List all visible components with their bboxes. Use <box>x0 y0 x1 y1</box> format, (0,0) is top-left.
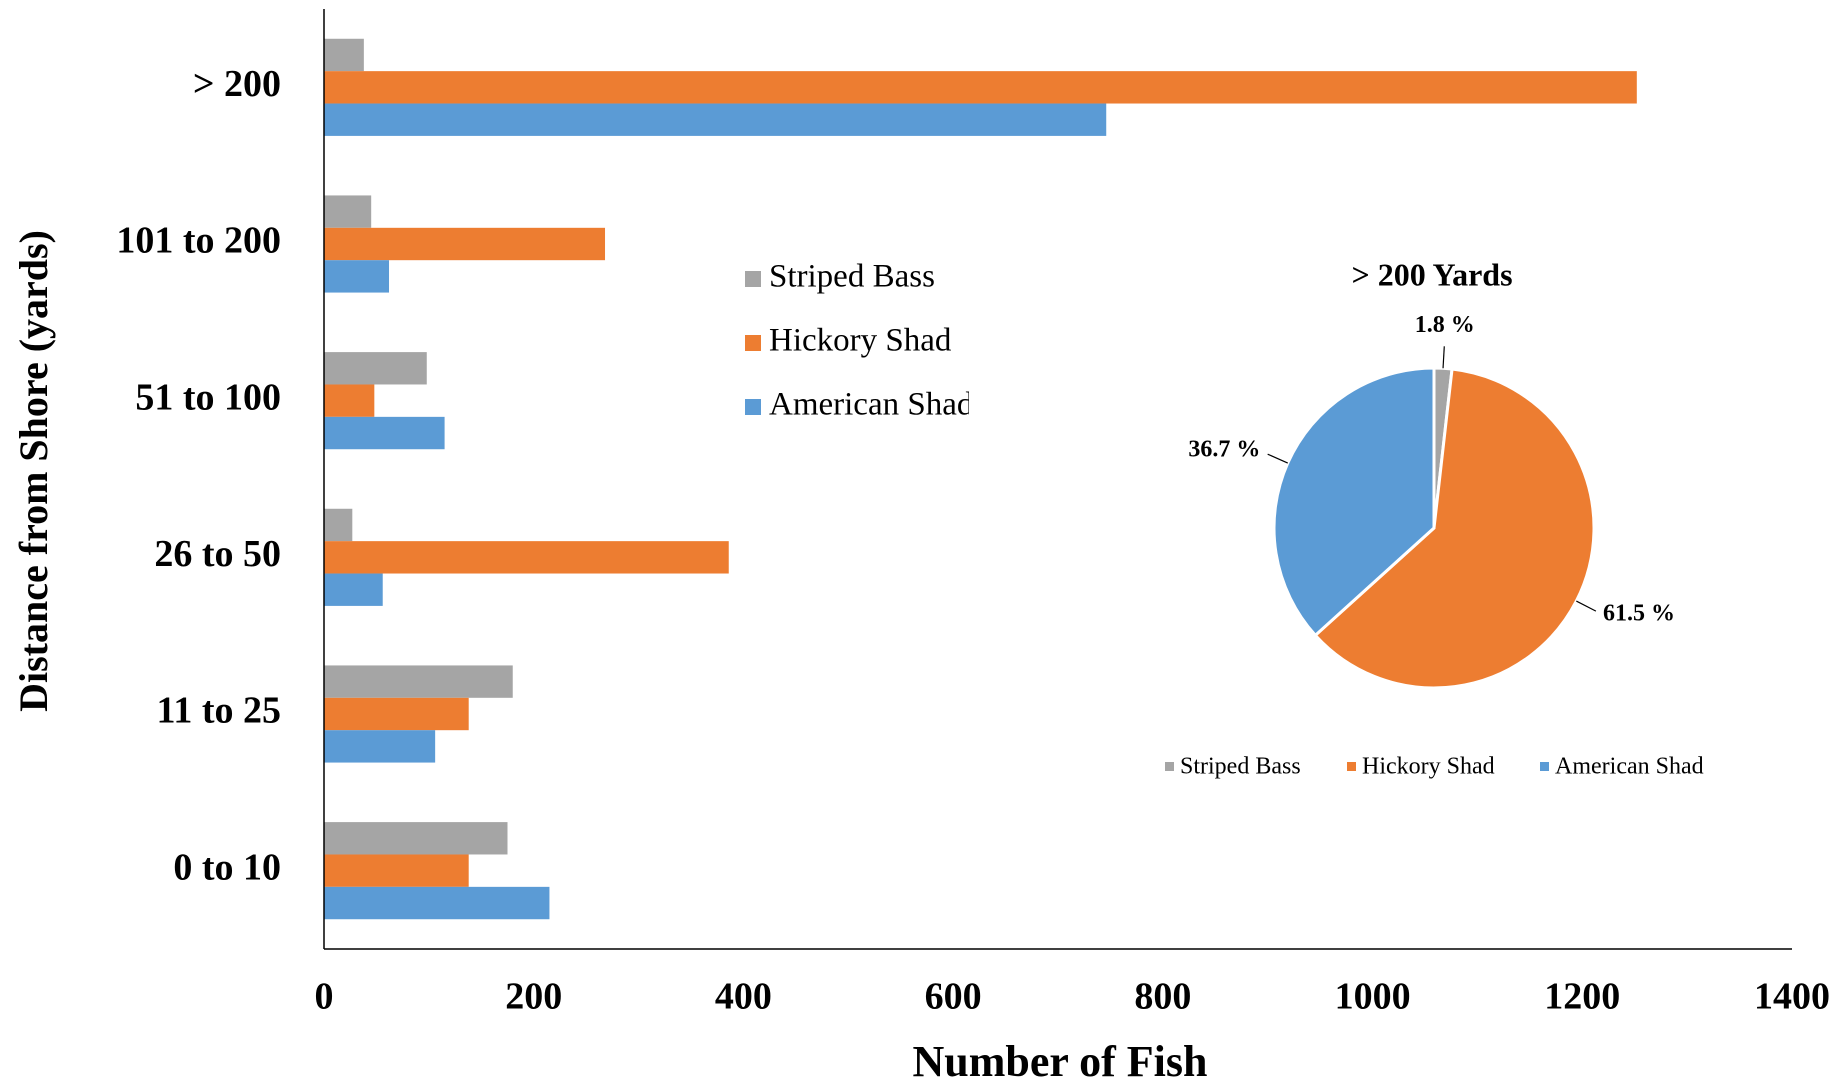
legend-label: Striped Bass <box>1180 754 1301 780</box>
legend-swatch <box>745 271 761 287</box>
bar <box>324 854 469 887</box>
x-tick-label: 0 <box>315 976 334 1018</box>
x-tick-label: 200 <box>505 976 562 1018</box>
leader-line <box>1267 453 1289 464</box>
legend-label: American Shad <box>1555 754 1704 780</box>
bar <box>324 822 508 855</box>
legend-swatch <box>1540 762 1549 771</box>
bar <box>324 886 550 920</box>
leader-line <box>1576 600 1597 612</box>
bar <box>324 573 383 606</box>
legend-swatch <box>745 335 761 351</box>
bar <box>324 195 372 228</box>
legend: Striped Bass Hickory Shad American Shad <box>745 259 974 423</box>
y-tick-label: > 200 <box>193 63 281 105</box>
legend-label: Hickory Shad <box>1362 754 1495 780</box>
bar <box>324 730 436 763</box>
x-tick-label: 1200 <box>1544 976 1620 1018</box>
legend-swatch <box>1165 762 1174 771</box>
x-tick-label: 400 <box>715 976 772 1018</box>
y-tick-label: 51 to 100 <box>135 376 281 418</box>
bar <box>324 416 445 450</box>
pie-slice <box>1313 367 1596 690</box>
data-label: 36.7 % <box>1188 436 1260 462</box>
bar <box>324 71 1637 104</box>
bar <box>324 260 390 293</box>
y-axis-title: Distance from Shore (yards) <box>11 230 56 712</box>
legend-swatch <box>1347 762 1356 771</box>
bar <box>324 38 364 72</box>
y-tick-label: 101 to 200 <box>116 220 281 262</box>
x-tick-label: 1000 <box>1335 976 1411 1018</box>
leader-line <box>1442 346 1445 369</box>
x-tick-label: 800 <box>1134 976 1191 1018</box>
legend-swatch <box>745 399 761 415</box>
y-tick-label: 11 to 25 <box>156 690 281 732</box>
y-tick-label: 26 to 50 <box>154 533 281 575</box>
legend-label: Striped Bass <box>769 259 935 295</box>
x-tick-label: 600 <box>925 976 982 1018</box>
legend-label: Hickory Shad <box>769 323 952 359</box>
bar <box>324 384 375 417</box>
y-tick-label: 0 to 10 <box>173 846 281 888</box>
bar <box>324 697 469 731</box>
pie-title: > 200 Yards <box>1351 256 1512 292</box>
x-tick-label: 1400 <box>1754 976 1830 1018</box>
data-label: 61.5 % <box>1603 600 1675 626</box>
data-label: 1.8 % <box>1415 312 1475 338</box>
bar <box>324 665 513 698</box>
bar <box>324 227 606 261</box>
bar <box>324 508 353 542</box>
x-axis-title: Number of Fish <box>913 1037 1208 1086</box>
legend-label: American Shad <box>769 387 974 423</box>
bar <box>324 103 1107 136</box>
bar <box>324 352 427 385</box>
bar <box>324 541 729 574</box>
